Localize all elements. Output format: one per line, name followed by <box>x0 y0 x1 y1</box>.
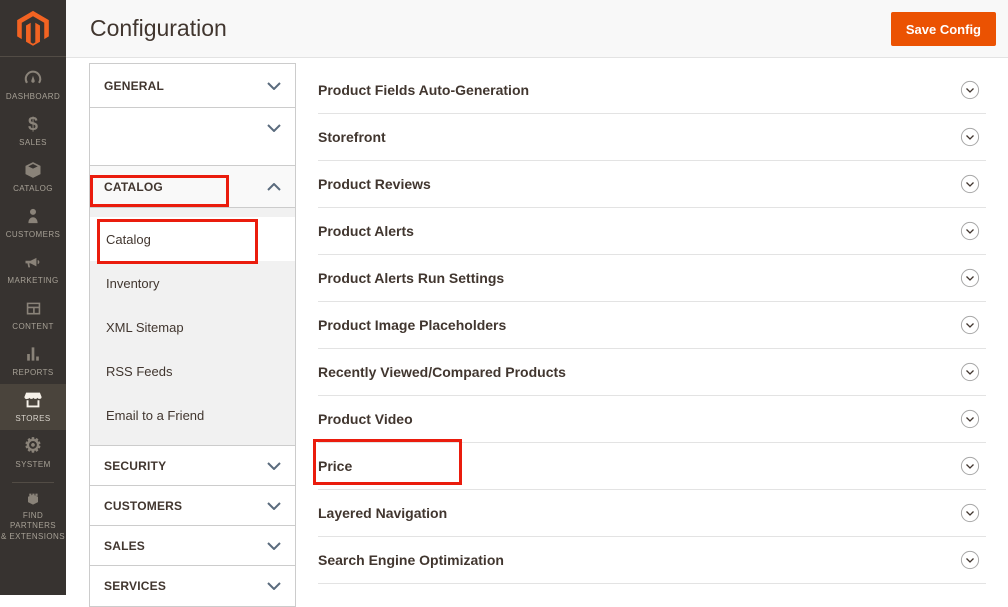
section-product-alerts-run-settings[interactable]: Product Alerts Run Settings <box>318 255 986 302</box>
sidebar-item-dashboard[interactable]: DASHBOARD <box>0 62 66 108</box>
chevron-down-circle-icon[interactable] <box>960 550 980 570</box>
dashboard-icon <box>22 67 44 89</box>
config-main-panel: Product Fields Auto-Generation Storefron… <box>318 67 986 584</box>
sidebar-item-marketing[interactable]: MARKETING <box>0 246 66 292</box>
chevron-down-circle-icon[interactable] <box>960 127 980 147</box>
section-recently-viewed-compared-products[interactable]: Recently Viewed/Compared Products <box>318 349 986 396</box>
sidebar-item-label: DASHBOARD <box>5 92 61 102</box>
admin-nav: DASHBOARD $ SALES CATALOG CUSTOMERS MARK… <box>0 62 66 541</box>
config-nav-section-blank[interactable] <box>90 108 295 166</box>
sidebar-item-label: SYSTEM <box>15 460 51 470</box>
config-nav-section-customers[interactable]: CUSTOMERS <box>90 486 295 526</box>
content-icon <box>24 297 43 319</box>
chevron-down-circle-icon[interactable] <box>960 503 980 523</box>
chevron-down-icon <box>267 582 281 590</box>
page-header: Configuration Save Config <box>66 0 1008 58</box>
chevron-down-circle-icon[interactable] <box>960 456 980 476</box>
save-config-button[interactable]: Save Config <box>890 12 996 46</box>
config-nav-item-email-to-a-friend[interactable]: Email to a Friend <box>106 407 205 423</box>
sidebar-item-label: SALES <box>19 138 47 148</box>
sidebar-item-sales[interactable]: $ SALES <box>0 108 66 154</box>
chevron-down-icon <box>267 81 281 90</box>
chevron-down-circle-icon[interactable] <box>960 268 980 288</box>
section-search-engine-optimization[interactable]: Search Engine Optimization <box>318 537 986 584</box>
sidebar-item-reports[interactable]: REPORTS <box>0 338 66 384</box>
sidebar-divider <box>12 482 54 483</box>
section-product-fields-auto-generation[interactable]: Product Fields Auto-Generation <box>318 67 986 114</box>
customers-icon <box>23 205 43 227</box>
stores-icon <box>22 389 44 411</box>
system-icon: ⚙ <box>24 435 42 458</box>
chevron-down-circle-icon[interactable] <box>960 174 980 194</box>
config-nav-section-services[interactable]: SERVICES <box>90 566 295 606</box>
section-price[interactable]: Price <box>318 443 986 490</box>
section-product-video[interactable]: Product Video <box>318 396 986 443</box>
config-nav-item-rss-feeds[interactable]: RSS Feeds <box>106 363 173 379</box>
sidebar-item-label: CUSTOMERS <box>5 230 61 240</box>
page-title: Configuration <box>90 15 227 41</box>
config-nav-section-general[interactable]: GENERAL <box>90 64 295 108</box>
chevron-down-circle-icon[interactable] <box>960 221 980 241</box>
admin-sidebar: DASHBOARD $ SALES CATALOG CUSTOMERS MARK… <box>0 0 66 595</box>
sidebar-item-catalog[interactable]: CATALOG <box>0 154 66 200</box>
chevron-down-circle-icon[interactable] <box>960 409 980 429</box>
config-section-nav: GENERAL CATALOG Catalog Inventory XML Si… <box>89 63 296 607</box>
sidebar-item-label: STORES <box>15 414 51 424</box>
sidebar-item-label: MARKETING <box>7 276 59 286</box>
catalog-icon <box>23 159 43 181</box>
sidebar-item-label: CATALOG <box>13 184 53 194</box>
chevron-down-circle-icon[interactable] <box>960 80 980 100</box>
sidebar-item-system[interactable]: ⚙ SYSTEM <box>0 430 66 476</box>
section-layered-navigation[interactable]: Layered Navigation <box>318 490 986 537</box>
section-product-reviews[interactable]: Product Reviews <box>318 161 986 208</box>
sidebar-item-label: REPORTS <box>12 368 54 378</box>
magento-logo[interactable] <box>0 0 66 57</box>
section-product-alerts[interactable]: Product Alerts <box>318 208 986 255</box>
chevron-up-icon <box>267 182 281 191</box>
config-nav-section-catalog[interactable]: CATALOG <box>90 166 295 208</box>
config-nav-item-inventory[interactable]: Inventory <box>106 275 160 291</box>
config-nav-item-xml-sitemap[interactable]: XML Sitemap <box>106 319 184 335</box>
sidebar-item-content[interactable]: CONTENT <box>0 292 66 338</box>
config-nav-item-catalog[interactable]: Catalog <box>90 217 295 261</box>
config-nav-catalog-submenu: Catalog Inventory XML Sitemap RSS Feeds … <box>90 208 295 446</box>
chevron-down-icon <box>267 461 281 470</box>
sidebar-item-customers[interactable]: CUSTOMERS <box>0 200 66 246</box>
sidebar-item-label: CONTENT <box>12 322 54 332</box>
section-product-image-placeholders[interactable]: Product Image Placeholders <box>318 302 986 349</box>
sales-icon: $ <box>27 114 38 135</box>
section-storefront[interactable]: Storefront <box>318 114 986 161</box>
sidebar-item-label: FIND PARTNERS & EXTENSIONS <box>1 510 65 541</box>
chevron-down-circle-icon[interactable] <box>960 315 980 335</box>
sidebar-item-stores[interactable]: STORES <box>0 384 66 430</box>
chevron-down-circle-icon[interactable] <box>960 362 980 382</box>
config-nav-section-sales[interactable]: SALES <box>90 526 295 566</box>
chevron-down-icon <box>267 501 281 510</box>
chevron-down-icon <box>267 124 281 132</box>
reports-icon <box>23 343 43 365</box>
config-nav-section-security[interactable]: SECURITY <box>90 446 295 486</box>
marketing-icon <box>23 251 43 273</box>
chevron-down-icon <box>267 541 281 550</box>
sidebar-item-find-partners[interactable]: FIND PARTNERS & EXTENSIONS <box>0 489 66 541</box>
extensions-icon <box>23 488 43 508</box>
